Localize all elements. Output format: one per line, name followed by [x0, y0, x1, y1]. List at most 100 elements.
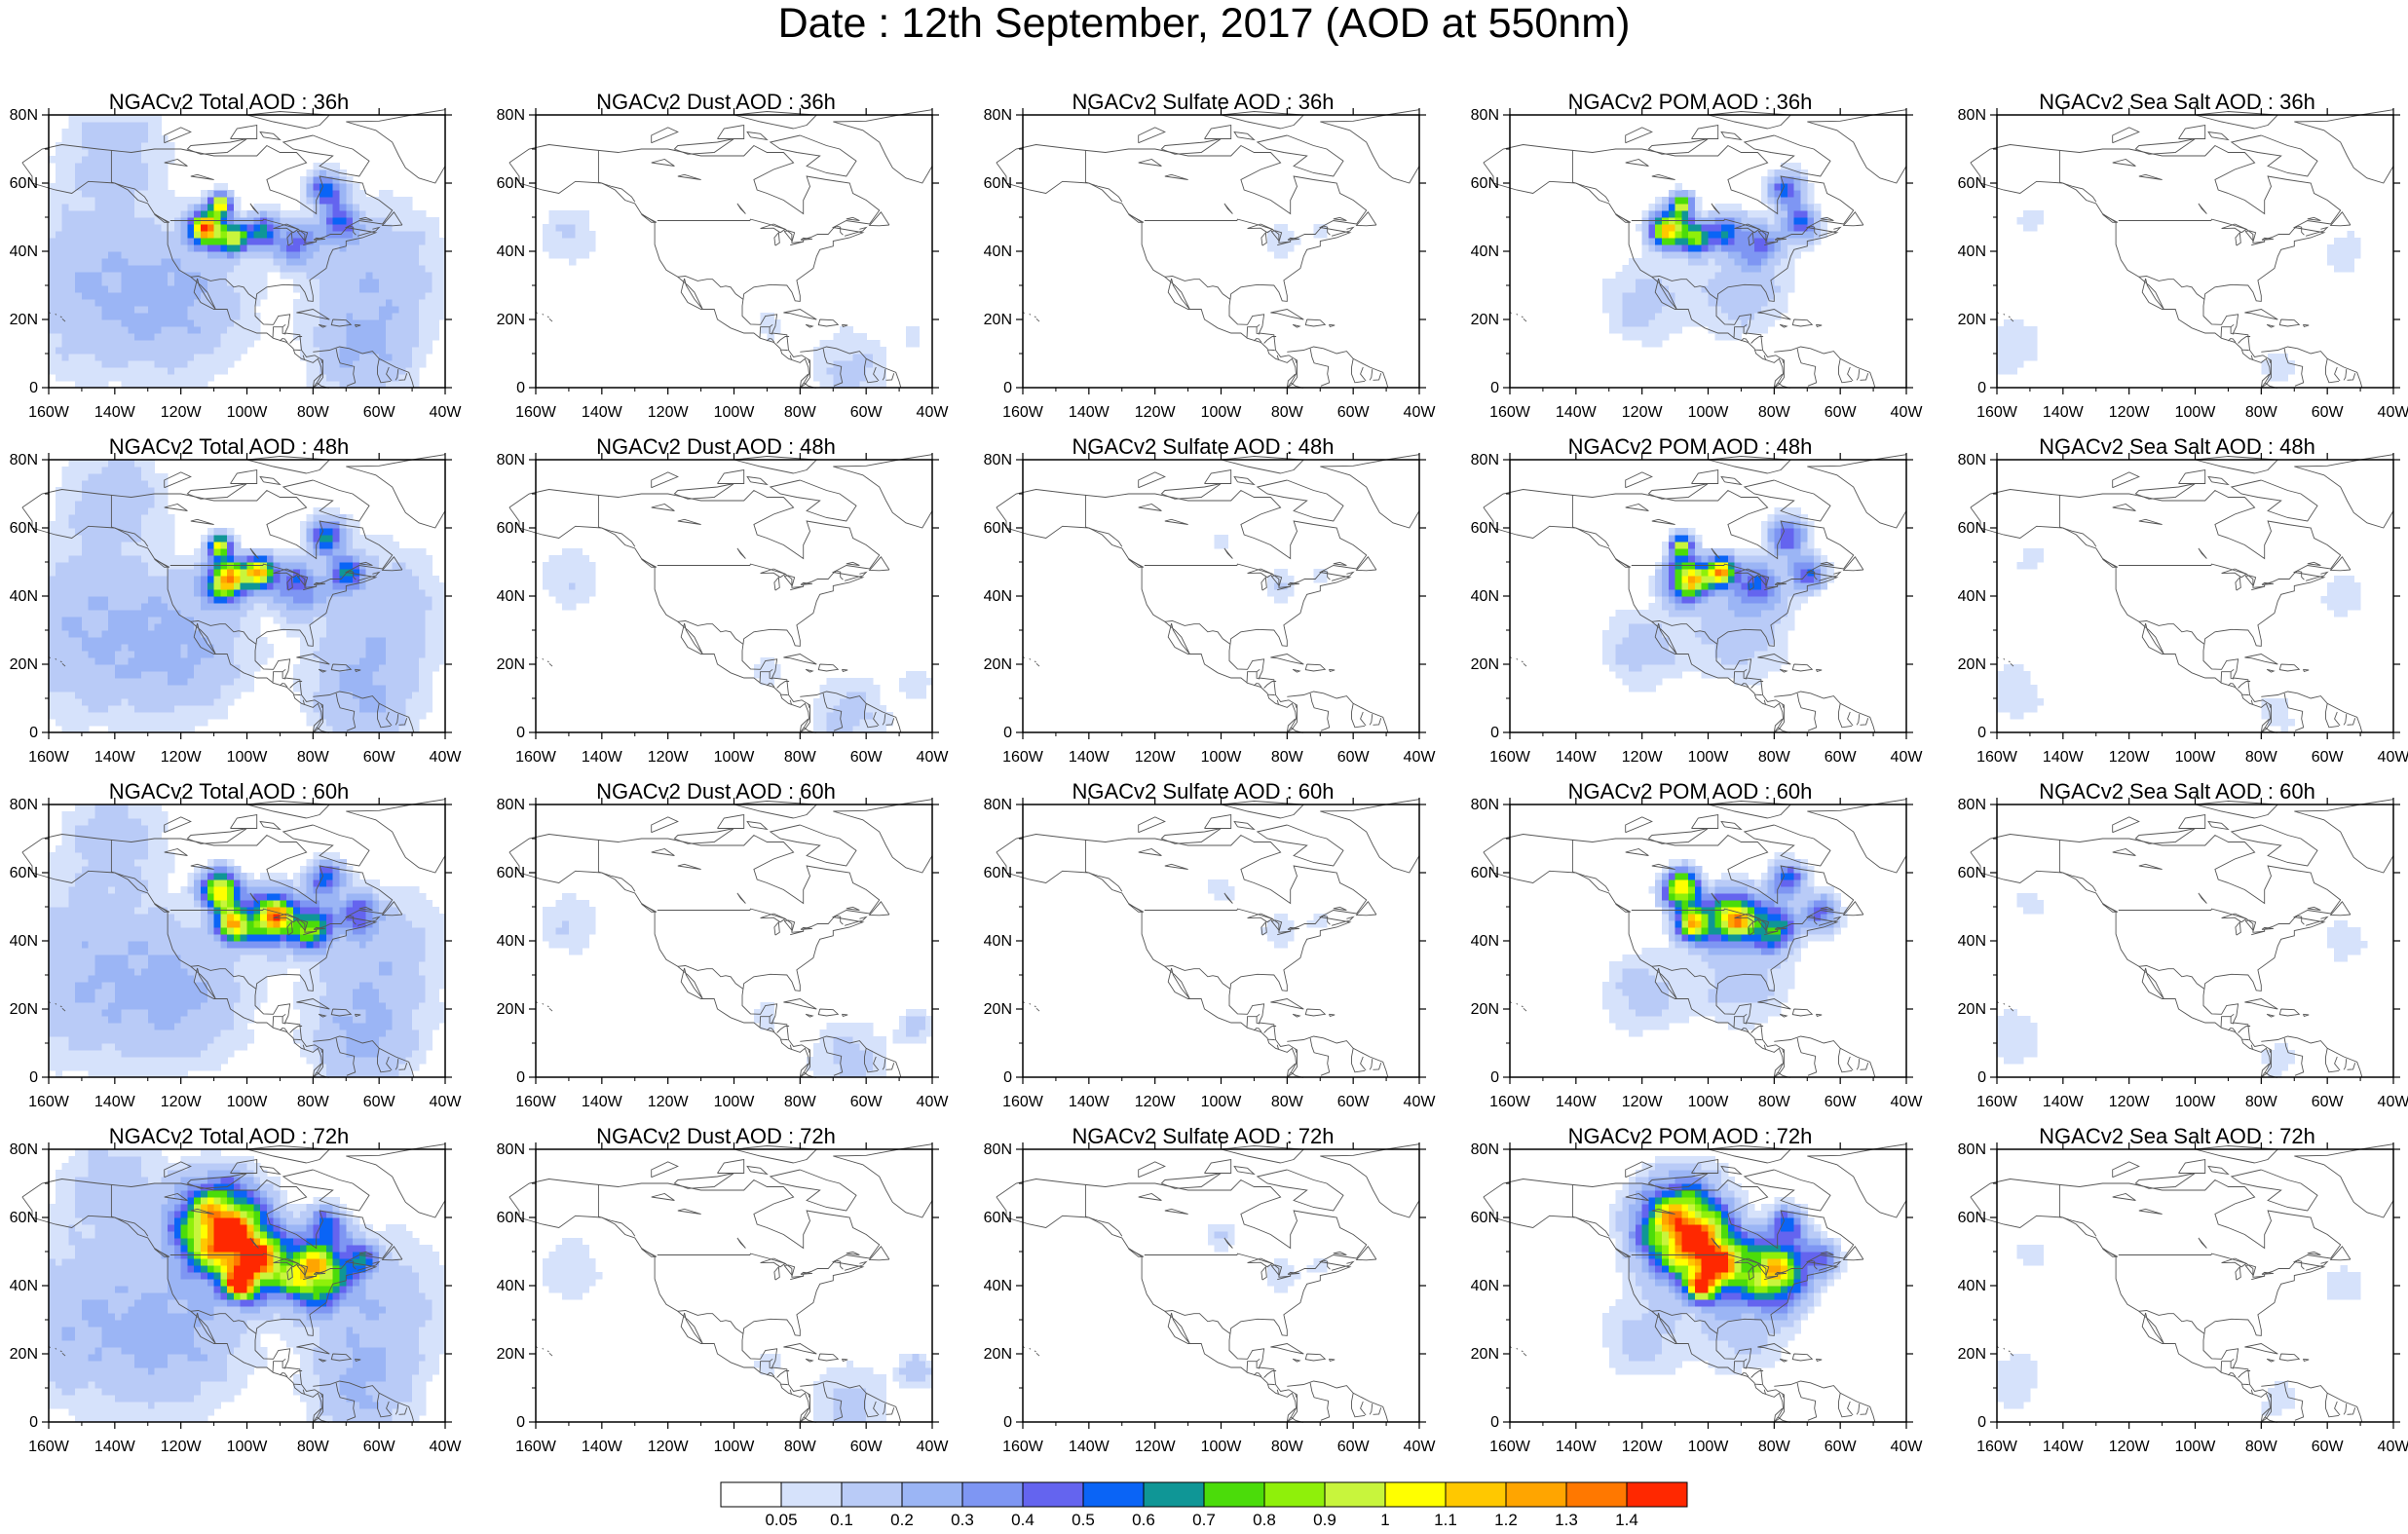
x-tick-label: 40W	[1404, 1439, 1437, 1455]
aod-field	[1997, 548, 2361, 733]
y-tick-label: 60N	[984, 520, 1012, 537]
panel-title: NGACv2 Total AOD : 60h	[0, 779, 458, 804]
y-tick-label: 80N	[1471, 1141, 1499, 1158]
x-tick-label: 60W	[1337, 1439, 1371, 1455]
x-tick-label: 40W	[1404, 1094, 1437, 1110]
y-tick-label: 0	[1003, 1069, 1012, 1086]
panel-title: NGACv2 Dust AOD : 48h	[487, 434, 945, 460]
y-tick-label: 20N	[984, 1001, 1012, 1018]
y-tick-label: 20N	[984, 312, 1012, 328]
y-tick-label: 60N	[10, 175, 38, 192]
x-tick-label: 140W	[1069, 1094, 1110, 1110]
colorbar-swatch	[1566, 1482, 1627, 1507]
y-tick-label: 80N	[1958, 452, 1986, 468]
colorbar-swatch	[1446, 1482, 1506, 1507]
x-tick-label: 160W	[515, 404, 557, 421]
y-tick-label: 80N	[1471, 452, 1499, 468]
x-tick-label: 140W	[1069, 749, 1110, 766]
y-tick-label: 40N	[1471, 1278, 1499, 1294]
x-tick-label: 160W	[28, 1439, 70, 1455]
x-tick-label: 100W	[2175, 1094, 2217, 1110]
x-tick-label: 140W	[2043, 749, 2085, 766]
x-tick-label: 100W	[1688, 1094, 1730, 1110]
x-tick-label: 140W	[94, 404, 136, 421]
x-tick-label: 40W	[917, 1094, 950, 1110]
y-tick-label: 40N	[10, 1278, 38, 1294]
y-tick-label: 60N	[497, 520, 525, 537]
panel-title: NGACv2 Sulfate AOD : 36h	[974, 90, 1432, 115]
y-tick-label: 60N	[1471, 520, 1499, 537]
y-tick-label: 40N	[1471, 243, 1499, 260]
colorbar-swatch	[1264, 1482, 1325, 1507]
x-tick-label: 60W	[2312, 749, 2345, 766]
aod-field	[543, 210, 920, 389]
x-tick-label: 100W	[227, 1439, 269, 1455]
y-tick-label: 40N	[984, 933, 1012, 950]
x-tick-label: 100W	[1688, 1439, 1730, 1455]
colorbar-label: 1.2	[1494, 1511, 1518, 1529]
x-tick-label: 160W	[1489, 1439, 1531, 1455]
x-tick-label: 40W	[2378, 404, 2408, 421]
colorbar-label: 0.1	[830, 1511, 853, 1529]
x-tick-label: 80W	[297, 1094, 330, 1110]
colorbar-swatch	[1083, 1482, 1144, 1507]
y-tick-label: 80N	[10, 452, 38, 468]
x-tick-label: 60W	[363, 1094, 396, 1110]
y-tick-label: 0	[1490, 380, 1499, 396]
colorbar-label: 1.4	[1615, 1511, 1638, 1529]
x-tick-label: 60W	[1337, 749, 1371, 766]
x-tick-label: 120W	[161, 749, 203, 766]
x-tick-label: 120W	[1622, 1439, 1664, 1455]
y-tick-label: 40N	[10, 243, 38, 260]
page-title: Date : 12th September, 2017 (AOD at 550n…	[0, 0, 2408, 47]
y-tick-label: 80N	[497, 797, 525, 813]
y-tick-label: 0	[1490, 725, 1499, 741]
y-tick-label: 80N	[984, 1141, 1012, 1158]
x-tick-label: 160W	[28, 749, 70, 766]
x-tick-label: 60W	[1825, 749, 1858, 766]
y-tick-label: 80N	[497, 107, 525, 124]
panel-title: NGACv2 Dust AOD : 72h	[487, 1124, 945, 1149]
x-tick-label: 160W	[1489, 749, 1531, 766]
x-tick-label: 60W	[2312, 1439, 2345, 1455]
y-tick-label: 20N	[10, 1001, 38, 1018]
x-tick-label: 60W	[850, 404, 884, 421]
x-tick-label: 80W	[784, 1439, 817, 1455]
y-tick-label: 60N	[1471, 175, 1499, 192]
x-tick-label: 120W	[648, 749, 690, 766]
aod-field	[543, 548, 933, 733]
y-tick-label: 0	[1003, 380, 1012, 396]
aod-field	[1208, 879, 1328, 949]
y-tick-label: 0	[29, 1069, 38, 1086]
x-tick-label: 160W	[1002, 749, 1044, 766]
x-tick-label: 80W	[2245, 1439, 2278, 1455]
x-tick-label: 80W	[2245, 749, 2278, 766]
aod-field	[1997, 893, 2367, 1078]
y-tick-label: 60N	[984, 1210, 1012, 1226]
x-tick-label: 100W	[2175, 749, 2217, 766]
colorbar-swatch	[781, 1482, 842, 1507]
x-tick-label: 100W	[227, 749, 269, 766]
y-tick-label: 20N	[497, 656, 525, 673]
y-tick-label: 60N	[497, 1210, 525, 1226]
y-tick-label: 0	[516, 1069, 525, 1086]
